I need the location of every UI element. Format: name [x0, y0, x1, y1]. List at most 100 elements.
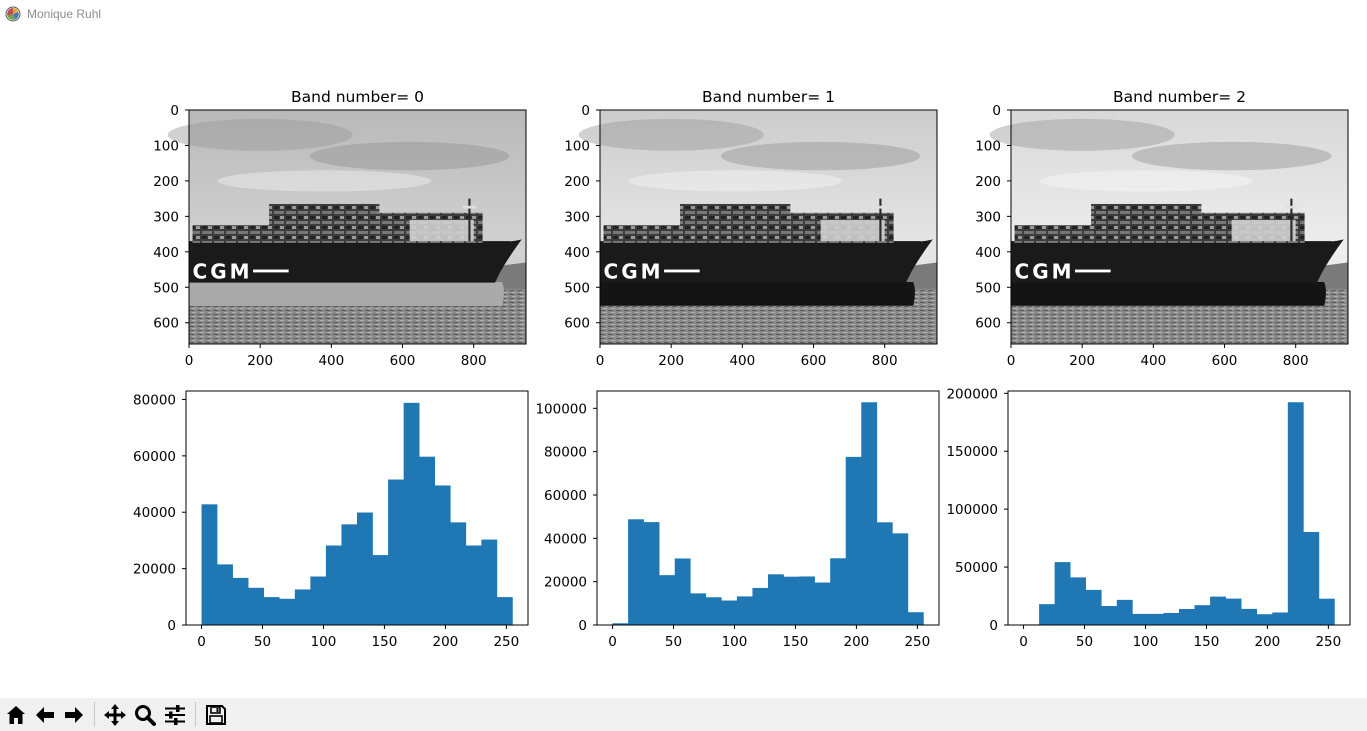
- histogram-bar: [481, 539, 498, 625]
- histogram-bar: [217, 564, 233, 625]
- histogram-bar: [357, 512, 373, 625]
- histogram-bar: [752, 587, 769, 625]
- move-icon: [103, 703, 126, 726]
- forward-button[interactable]: [60, 701, 87, 728]
- histogram-axes[interactable]: 0 50000 100000 150000 200000 0 50 100 150 200 250: [946, 386, 1351, 650]
- image-axes[interactable]: CGM Band number= 0 0 100 200 300 400 500 600 0 200…: [153, 88, 527, 369]
- mast-bridge: [463, 205, 476, 209]
- image-title: Band number= 0: [291, 88, 424, 106]
- y-tick-label: 20000: [133, 562, 176, 578]
- toolbar-separator: [195, 702, 196, 727]
- x-tick-label: 100: [1133, 634, 1159, 650]
- pan-button[interactable]: [101, 701, 128, 728]
- y-tick-label: 80000: [544, 445, 587, 461]
- histogram-axes[interactable]: 0 20000 40000 60000 80000 0 50 100 150 200 250: [133, 390, 529, 650]
- x-tick-label: 800: [1283, 353, 1309, 369]
- x-tick-label: 0: [1007, 353, 1016, 369]
- x-tick-label: 800: [872, 353, 898, 369]
- containers-mid: [1091, 203, 1202, 243]
- y-tick-label: 400: [564, 245, 590, 261]
- sliders-icon: [164, 704, 185, 725]
- ship-photo-band: CGM: [167, 110, 526, 344]
- containers-mid: [269, 203, 380, 243]
- y-tick-label: 400: [153, 245, 179, 261]
- x-tick-label: 150: [372, 634, 398, 650]
- histogram-axes[interactable]: 0 20000 40000 60000 80000 100000 0 50 100 150 200 2…: [535, 390, 940, 650]
- cloud: [217, 170, 431, 192]
- image-axes[interactable]: CGM Band number= 2 0 100 200 300 400 500 600 0 200…: [975, 88, 1349, 369]
- save-button[interactable]: [202, 701, 229, 728]
- histogram-bar: [1287, 402, 1304, 625]
- hull-lettering: CGM: [1015, 259, 1075, 283]
- configure-subplots-button[interactable]: [161, 701, 188, 728]
- x-tick-label: 150: [1194, 634, 1220, 650]
- histogram-bar: [1163, 612, 1180, 625]
- containers-fore: [1014, 225, 1097, 243]
- back-button[interactable]: [31, 701, 58, 728]
- x-tick-label: 200: [1255, 634, 1281, 650]
- histogram-bar: [690, 593, 707, 625]
- histogram-bar: [263, 597, 280, 625]
- histogram-bar: [1179, 609, 1195, 625]
- histogram-bar: [674, 558, 691, 625]
- histogram-bar: [201, 504, 218, 625]
- histogram-bar: [465, 545, 482, 625]
- histogram-bar: [705, 597, 722, 625]
- mast-bridge: [1285, 205, 1298, 209]
- histogram-bar: [1085, 589, 1102, 625]
- histogram-bar: [325, 545, 342, 625]
- y-tick-label: 300: [975, 209, 1001, 225]
- ship-photo-band: CGM: [578, 110, 937, 344]
- mast: [1290, 198, 1293, 242]
- x-tick-label: 50: [1076, 634, 1093, 650]
- histogram-bar: [736, 596, 753, 625]
- x-tick-label: 250: [904, 634, 930, 650]
- hull-lower: [600, 281, 915, 306]
- containers-mid: [680, 203, 791, 243]
- y-tick-label: 500: [564, 280, 590, 296]
- image-title: Band number= 2: [1113, 88, 1246, 106]
- y-tick-label: 0: [167, 618, 176, 634]
- x-tick-label: 50: [665, 634, 682, 650]
- navigation-toolbar: [0, 698, 1367, 731]
- histogram-bar: [814, 582, 831, 625]
- y-tick-label: 80000: [133, 392, 176, 408]
- mast-bridge: [874, 205, 887, 209]
- deckhouse: [1231, 219, 1296, 242]
- image-axes-frame: [1010, 109, 1349, 345]
- zoom-button[interactable]: [131, 701, 158, 728]
- histogram-bar: [907, 612, 924, 625]
- cloud: [628, 170, 842, 192]
- histogram-bar: [450, 522, 467, 625]
- y-tick-label: 0: [578, 618, 587, 634]
- y-tick-label: 200: [564, 174, 590, 190]
- image-axes[interactable]: CGM Band number= 1 0 100 200 300 400 500 600 0 200…: [564, 88, 938, 369]
- app-logo-icon: [5, 6, 21, 22]
- y-tick-label: 100: [153, 138, 179, 154]
- y-tick-label: 40000: [544, 531, 587, 547]
- histogram-bar: [892, 533, 909, 625]
- histogram-bar: [1116, 599, 1133, 625]
- x-tick-label: 0: [197, 634, 206, 650]
- x-tick-label: 200: [658, 353, 684, 369]
- cloud: [578, 118, 764, 151]
- histogram-bar: [845, 456, 862, 625]
- home-button[interactable]: [2, 701, 29, 728]
- histogram-bar: [799, 576, 815, 625]
- x-tick-label: 400: [1140, 353, 1166, 369]
- deckhouse: [820, 219, 885, 242]
- histogram-bar: [1039, 604, 1055, 625]
- histogram-bar: [1101, 606, 1118, 625]
- histogram-bar: [248, 587, 265, 625]
- image-axes-frame: [188, 109, 527, 345]
- histogram-frame: [185, 390, 529, 626]
- hull-lettering: CGM: [604, 259, 664, 283]
- histogram-bar: [659, 575, 676, 625]
- histogram-frame: [1007, 390, 1351, 626]
- y-tick-label: 0: [170, 103, 179, 119]
- histogram-bar: [721, 600, 738, 625]
- mast: [879, 198, 882, 242]
- y-tick-label: 500: [975, 280, 1001, 296]
- x-tick-label: 150: [783, 634, 809, 650]
